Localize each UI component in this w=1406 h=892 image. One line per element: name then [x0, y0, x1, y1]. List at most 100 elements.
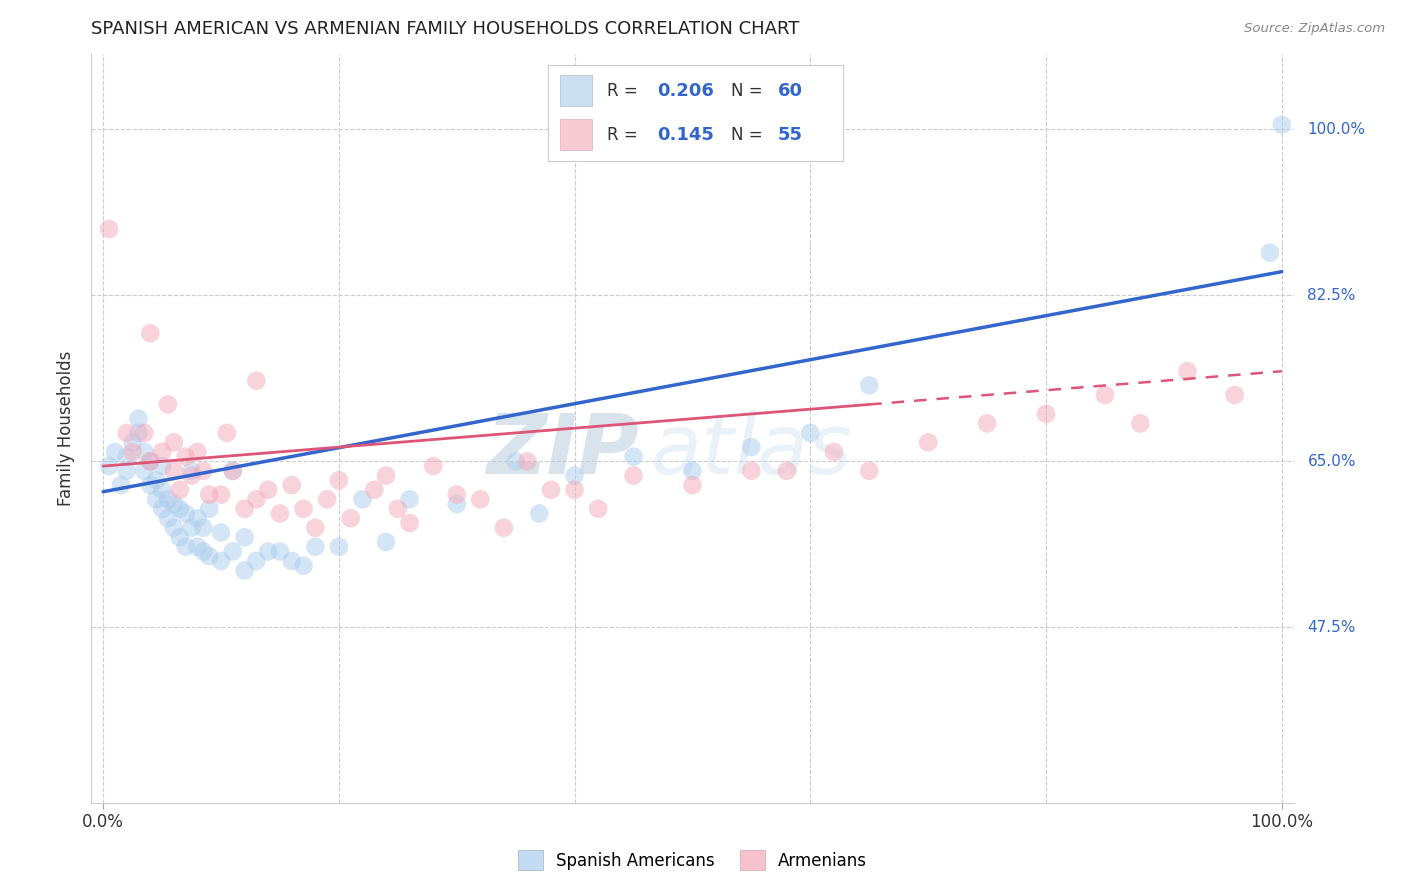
Point — [269, 544, 291, 558]
Point — [209, 554, 232, 568]
Point — [505, 454, 527, 468]
Point — [1035, 407, 1057, 421]
Point — [281, 554, 304, 568]
Point — [529, 507, 551, 521]
Point — [121, 445, 143, 459]
Point — [740, 440, 762, 454]
Point — [186, 540, 208, 554]
Point — [623, 450, 645, 464]
Point — [233, 501, 256, 516]
Point — [180, 468, 202, 483]
Point — [198, 549, 221, 564]
Y-axis label: Family Households: Family Households — [58, 351, 76, 506]
Point — [169, 501, 191, 516]
Point — [169, 483, 191, 497]
Point — [134, 425, 156, 440]
Point — [858, 378, 880, 392]
Point — [387, 501, 409, 516]
Point — [193, 544, 215, 558]
Point — [516, 454, 538, 468]
Point — [134, 445, 156, 459]
Point — [174, 450, 197, 464]
Point — [180, 521, 202, 535]
Point — [292, 558, 315, 573]
Point — [169, 530, 191, 544]
Point — [150, 459, 173, 474]
Point — [156, 511, 179, 525]
Point — [1223, 388, 1246, 402]
Text: 47.5%: 47.5% — [1308, 620, 1355, 635]
Point — [257, 483, 280, 497]
Point — [245, 492, 267, 507]
Point — [139, 454, 162, 468]
Point — [163, 435, 186, 450]
Text: atlas: atlas — [651, 410, 852, 491]
Point — [328, 540, 350, 554]
Point — [398, 492, 420, 507]
Point — [304, 540, 326, 554]
Point — [163, 464, 186, 478]
Text: 65.0%: 65.0% — [1308, 454, 1355, 469]
Point — [422, 459, 444, 474]
Point — [163, 497, 186, 511]
Point — [292, 501, 315, 516]
Text: Source: ZipAtlas.com: Source: ZipAtlas.com — [1244, 22, 1385, 36]
Point — [363, 483, 385, 497]
Point — [180, 464, 202, 478]
Point — [245, 554, 267, 568]
Point — [446, 497, 468, 511]
Point — [222, 464, 245, 478]
Point — [776, 464, 799, 478]
Point — [121, 435, 143, 450]
Legend: Spanish Americans, Armenians: Spanish Americans, Armenians — [512, 843, 873, 877]
Point — [186, 511, 208, 525]
Text: 82.5%: 82.5% — [1308, 288, 1355, 303]
Point — [564, 468, 586, 483]
Point — [339, 511, 361, 525]
Point — [145, 473, 167, 487]
Point — [917, 435, 939, 450]
Point — [98, 222, 121, 236]
Point — [564, 483, 586, 497]
Point — [540, 483, 562, 497]
Point — [139, 478, 162, 492]
Point — [446, 487, 468, 501]
Point — [398, 516, 420, 530]
Point — [174, 507, 197, 521]
Point — [858, 464, 880, 478]
Point — [174, 540, 197, 554]
Point — [799, 425, 821, 440]
Point — [150, 445, 173, 459]
Point — [193, 521, 215, 535]
Text: 100.0%: 100.0% — [1308, 122, 1365, 136]
Point — [150, 483, 173, 497]
Point — [215, 425, 238, 440]
Point — [104, 445, 127, 459]
Point — [681, 464, 703, 478]
Point — [156, 397, 179, 411]
Point — [352, 492, 374, 507]
Point — [209, 525, 232, 540]
Point — [375, 468, 398, 483]
Point — [1177, 364, 1199, 378]
Point — [198, 501, 221, 516]
Point — [1258, 245, 1281, 260]
Point — [257, 544, 280, 558]
Point — [128, 411, 150, 425]
Point — [115, 464, 138, 478]
Point — [681, 478, 703, 492]
Point — [1271, 118, 1294, 132]
Point — [328, 473, 350, 487]
Point — [134, 464, 156, 478]
Point — [623, 468, 645, 483]
Point — [586, 501, 609, 516]
Point — [186, 445, 208, 459]
Point — [115, 425, 138, 440]
Point — [139, 454, 162, 468]
Point — [304, 521, 326, 535]
Point — [492, 521, 515, 535]
Point — [1129, 417, 1152, 431]
Point — [98, 459, 121, 474]
Point — [1094, 388, 1116, 402]
Point — [156, 492, 179, 507]
